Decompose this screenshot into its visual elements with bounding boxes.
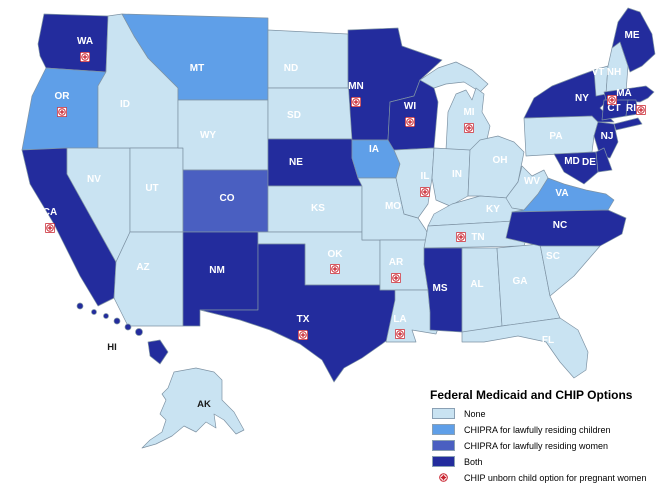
state-shape-ak [141, 367, 245, 449]
state-shape-sc [539, 243, 601, 297]
chip-unborn-icon-ar [390, 272, 402, 284]
legend-item-children: CHIPRA for lawfully residing children [430, 424, 655, 435]
state-shape-hi-island3 [103, 313, 109, 319]
state-shape-fl [461, 317, 589, 379]
chip-unborn-icon-la [394, 328, 406, 340]
chip-unborn-icon-ok [329, 263, 341, 275]
legend-item-women: CHIPRA for lawfully residing women [430, 440, 655, 451]
legend-label-cross: CHIP unborn child option for pregnant wo… [464, 472, 647, 483]
state-shape-wv [505, 165, 549, 211]
state-shape-nc [505, 209, 627, 247]
legend-label-women: CHIPRA for lawfully residing women [464, 440, 609, 451]
state-shape-hi-island5 [124, 323, 132, 331]
state-shape-hi-big-island [147, 339, 169, 365]
state-shape-ks [267, 185, 363, 233]
state-shape-hi-island4 [113, 317, 121, 325]
legend-label-both: Both [464, 456, 483, 467]
chip-unborn-icon-wi [404, 116, 416, 128]
chip-unborn-legend-icon [432, 472, 455, 483]
state-shape-in [431, 147, 471, 207]
chip-unborn-icon-il [419, 186, 431, 198]
state-shape-oh [467, 135, 525, 199]
states-layer [21, 7, 656, 449]
legend-swatch-none [432, 408, 455, 419]
state-shape-md [553, 151, 599, 185]
state-shape-va [511, 177, 615, 213]
state-shape-ut [129, 147, 184, 233]
state-shape-hi-island6 [135, 328, 143, 336]
state-shape-hi-island2 [91, 309, 97, 315]
state-shape-az [113, 231, 184, 327]
state-shape-ms [423, 247, 463, 333]
state-label-hi: HI [107, 342, 117, 353]
state-shape-mi-upper [419, 61, 489, 93]
legend: Federal Medicaid and CHIP Options None C… [430, 388, 655, 488]
legend-swatch-both [432, 456, 455, 467]
state-shape-me [611, 7, 656, 73]
legend-label-none: None [464, 408, 486, 419]
state-shape-pa [523, 115, 599, 157]
chip-unborn-icon-mn [350, 96, 362, 108]
state-shape-co [182, 169, 269, 233]
state-shape-ny-long-island [613, 117, 643, 131]
legend-swatch-women [432, 440, 455, 451]
state-shape-hi-island1 [76, 302, 84, 310]
legend-item-cross: CHIP unborn child option for pregnant wo… [430, 472, 655, 483]
legend-label-children: CHIPRA for lawfully residing children [464, 424, 611, 435]
chip-unborn-icon-wa [79, 51, 91, 63]
chip-unborn-icon-ca [44, 222, 56, 234]
chip-unborn-icon-or [56, 106, 68, 118]
state-shape-wy [177, 99, 269, 171]
legend-item-both: Both [430, 456, 655, 467]
state-shape-sd [267, 87, 353, 140]
state-shape-ne [267, 138, 363, 187]
chip-unborn-icon-ri [635, 104, 647, 116]
legend-item-none: None [430, 408, 655, 419]
state-shape-ar [379, 239, 431, 291]
chip-unborn-icon-mi [463, 122, 475, 134]
state-shape-wa [37, 13, 109, 73]
legend-title: Federal Medicaid and CHIP Options [430, 388, 633, 402]
state-shape-nj [593, 121, 619, 159]
state-shape-al [461, 247, 503, 333]
chip-unborn-icon-tn [455, 231, 467, 243]
state-shape-de [595, 147, 613, 173]
chip-unborn-icon-tx [297, 329, 309, 341]
legend-swatch-children [432, 424, 455, 435]
state-shape-nd [267, 29, 349, 89]
chip-unborn-icon-ma [606, 94, 618, 106]
